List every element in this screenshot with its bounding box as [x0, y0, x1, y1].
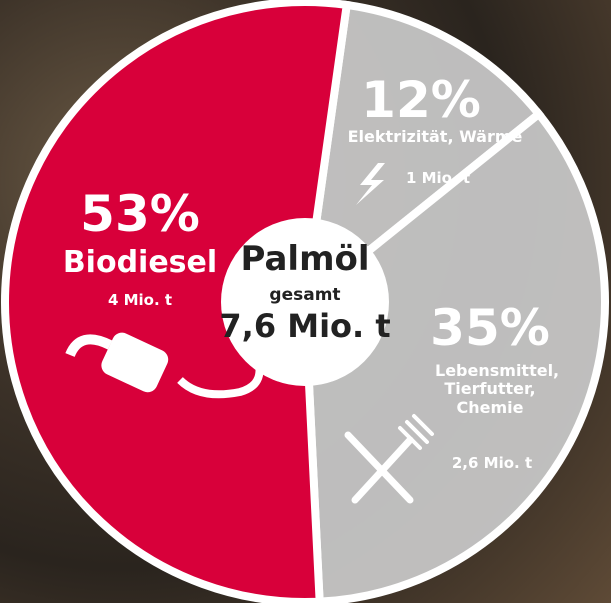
- amount-label: 4 Mio. t: [108, 292, 172, 309]
- infographic: 12% Elektrizität, Wärme 1 Mio. t 35% Leb…: [0, 0, 611, 603]
- category-label: Biodiesel: [63, 246, 217, 281]
- value-label: 53%: [80, 186, 200, 244]
- category-label: Lebensmittel, Tierfutter, Chemie: [435, 362, 545, 417]
- amount-label: 1 Mio. t: [406, 170, 470, 187]
- center-total: 7,6 Mio. t: [219, 308, 390, 345]
- amount-label: 2,6 Mio. t: [452, 455, 532, 472]
- center-subtitle: gesamt: [269, 286, 340, 306]
- value-label: 12%: [361, 72, 481, 130]
- value-label: 35%: [430, 300, 550, 358]
- center-title: Palmöl: [240, 240, 369, 279]
- category-label: Elektrizität, Wärme: [348, 128, 523, 146]
